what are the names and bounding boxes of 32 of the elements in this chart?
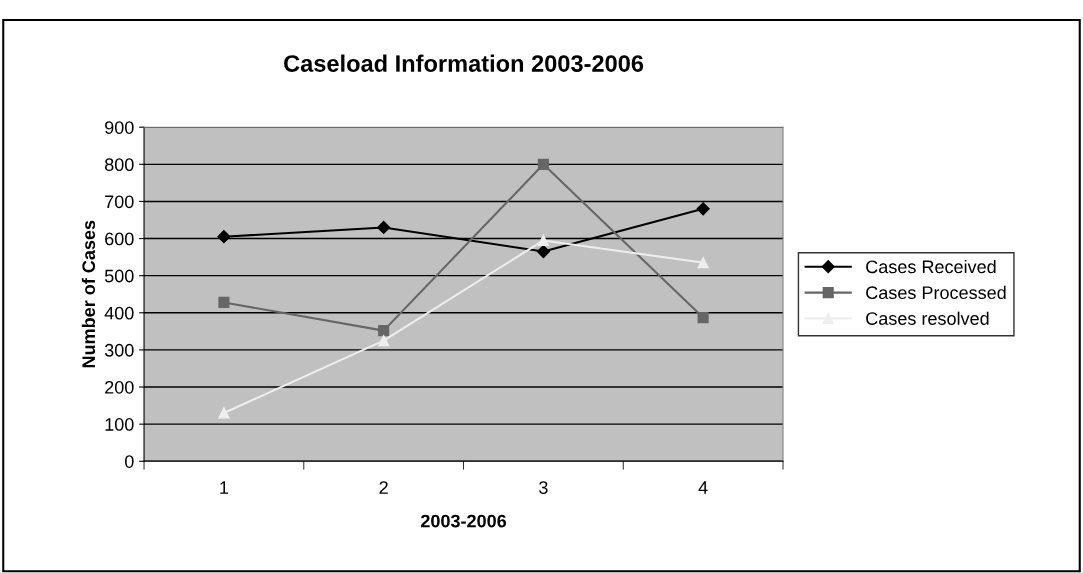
x-tick-label: 2 (379, 481, 388, 494)
point (536, 244, 550, 259)
y-tick-label: 0 (124, 455, 134, 468)
legend-label: Cases resolved (866, 311, 989, 325)
y-tick-label: 100 (105, 418, 134, 431)
x-tick-label: 1 (220, 481, 229, 494)
y-tick-label: 700 (105, 195, 134, 209)
point (537, 234, 549, 246)
y-tick-label: 400 (104, 306, 134, 320)
point (377, 220, 391, 235)
y-tick-label: 900 (105, 121, 134, 134)
y-tick-label: 300 (104, 343, 134, 357)
legend-label: Cases Processed (866, 285, 1006, 300)
point (697, 312, 709, 324)
y-tick-label: 500 (104, 269, 134, 283)
chart-title: Caseload Information 2003-2006 (284, 54, 644, 72)
x-tick-label: 4 (698, 481, 708, 494)
point (218, 296, 230, 308)
point (696, 202, 710, 216)
legend-label: Cases Received (866, 259, 996, 274)
x-axis-title: 2003-2006 (420, 514, 507, 528)
y-tick-label: 600 (105, 232, 134, 246)
y-axis-title: Number of Cases (81, 220, 96, 368)
point (378, 335, 390, 347)
y-tick-label: 800 (104, 158, 134, 172)
y-tick-label: 200 (105, 380, 134, 394)
x-tick-label: 3 (539, 481, 548, 494)
point (217, 230, 231, 244)
point (378, 325, 390, 337)
point (218, 407, 230, 419)
point (697, 257, 709, 269)
point (537, 158, 549, 170)
